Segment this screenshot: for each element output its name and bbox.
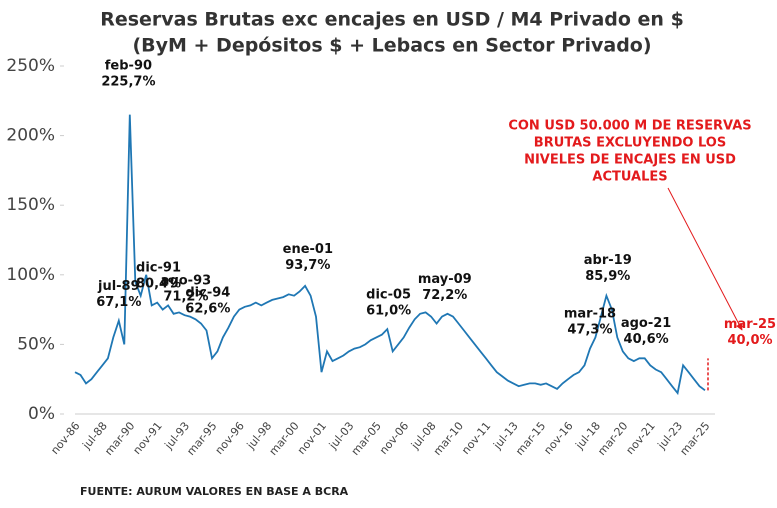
annotation-date: ago-21	[621, 316, 672, 331]
annotation-value: 85,9%	[585, 269, 630, 284]
x-tick-label: nov-21	[623, 420, 657, 457]
x-tick-label: nov-96	[213, 420, 247, 457]
note-line: CON USD 50.000 M DE RESERVAS	[508, 119, 751, 134]
annotation-value: 71,2%	[163, 289, 208, 304]
annotation-date: ago-93	[161, 273, 212, 288]
x-tick-label: mar-05	[349, 420, 384, 458]
x-tick-label: nov-11	[459, 420, 493, 457]
y-tick-label: 100%	[6, 265, 55, 285]
annotation-date: mar-25	[724, 317, 776, 332]
annotation-value: 225,7%	[101, 74, 155, 89]
annotation-value: 40,6%	[624, 332, 669, 347]
annotation-date: ene-01	[283, 242, 333, 257]
annotation-value: 47,3%	[567, 323, 612, 338]
note-line: NIVELES DE ENCAJES EN USD	[524, 153, 736, 168]
x-tick-label: mar-00	[267, 420, 302, 458]
annotation-date: may-09	[418, 272, 472, 287]
x-tick-label: mar-20	[595, 420, 630, 458]
y-tick-label: 150%	[6, 195, 55, 215]
x-tick-label: nov-06	[377, 420, 411, 457]
x-tick-label: mar-90	[102, 420, 137, 458]
annotation-date: feb-90	[105, 58, 152, 73]
annotation-value: 62,6%	[185, 301, 230, 316]
y-tick-label: 0%	[28, 404, 55, 424]
x-tick-label: mar-15	[513, 420, 548, 458]
annotation-value: 40,0%	[727, 333, 772, 348]
note-arrow	[667, 187, 743, 331]
source-note: FUENTE: AURUM VALORES EN BASE A BCRA	[80, 485, 349, 498]
annotation-value: 93,7%	[285, 258, 330, 273]
y-tick-label: 50%	[17, 334, 55, 354]
note-line: ACTUALES	[592, 170, 667, 185]
y-tick-label: 200%	[6, 126, 55, 146]
annotation-date: mar-18	[564, 307, 616, 322]
note-line: BRUTAS EXCLUYENDO LOS	[534, 136, 726, 151]
annotation-value: 72,2%	[422, 288, 467, 303]
chart-subtitle: (ByM + Depósitos $ + Lebacs en Sector Pr…	[132, 35, 651, 57]
annotation-date: abr-19	[584, 253, 632, 268]
y-tick-label: 250%	[6, 56, 55, 76]
annotation-date: dic-91	[136, 261, 181, 276]
chart-title: Reservas Brutas exc encajes en USD / M4 …	[100, 9, 684, 31]
annotation-date: jul-89	[97, 279, 140, 294]
x-tick-label: nov-01	[295, 420, 329, 457]
annotation-date: dic-94	[185, 285, 230, 300]
data-line	[74, 114, 706, 396]
annotation-value: 67,1%	[96, 295, 141, 310]
annotation-value: 80,4%	[136, 277, 181, 292]
x-tick-label: nov-86	[48, 420, 82, 457]
x-tick-label: nov-91	[130, 420, 164, 457]
annotation-date: dic-05	[366, 288, 411, 303]
x-tick-label: mar-10	[431, 420, 466, 458]
annotation-value: 61,0%	[366, 304, 411, 319]
x-tick-label: mar-95	[184, 420, 219, 458]
x-tick-label: mar-25	[677, 420, 712, 458]
x-tick-label: nov-16	[541, 420, 575, 457]
